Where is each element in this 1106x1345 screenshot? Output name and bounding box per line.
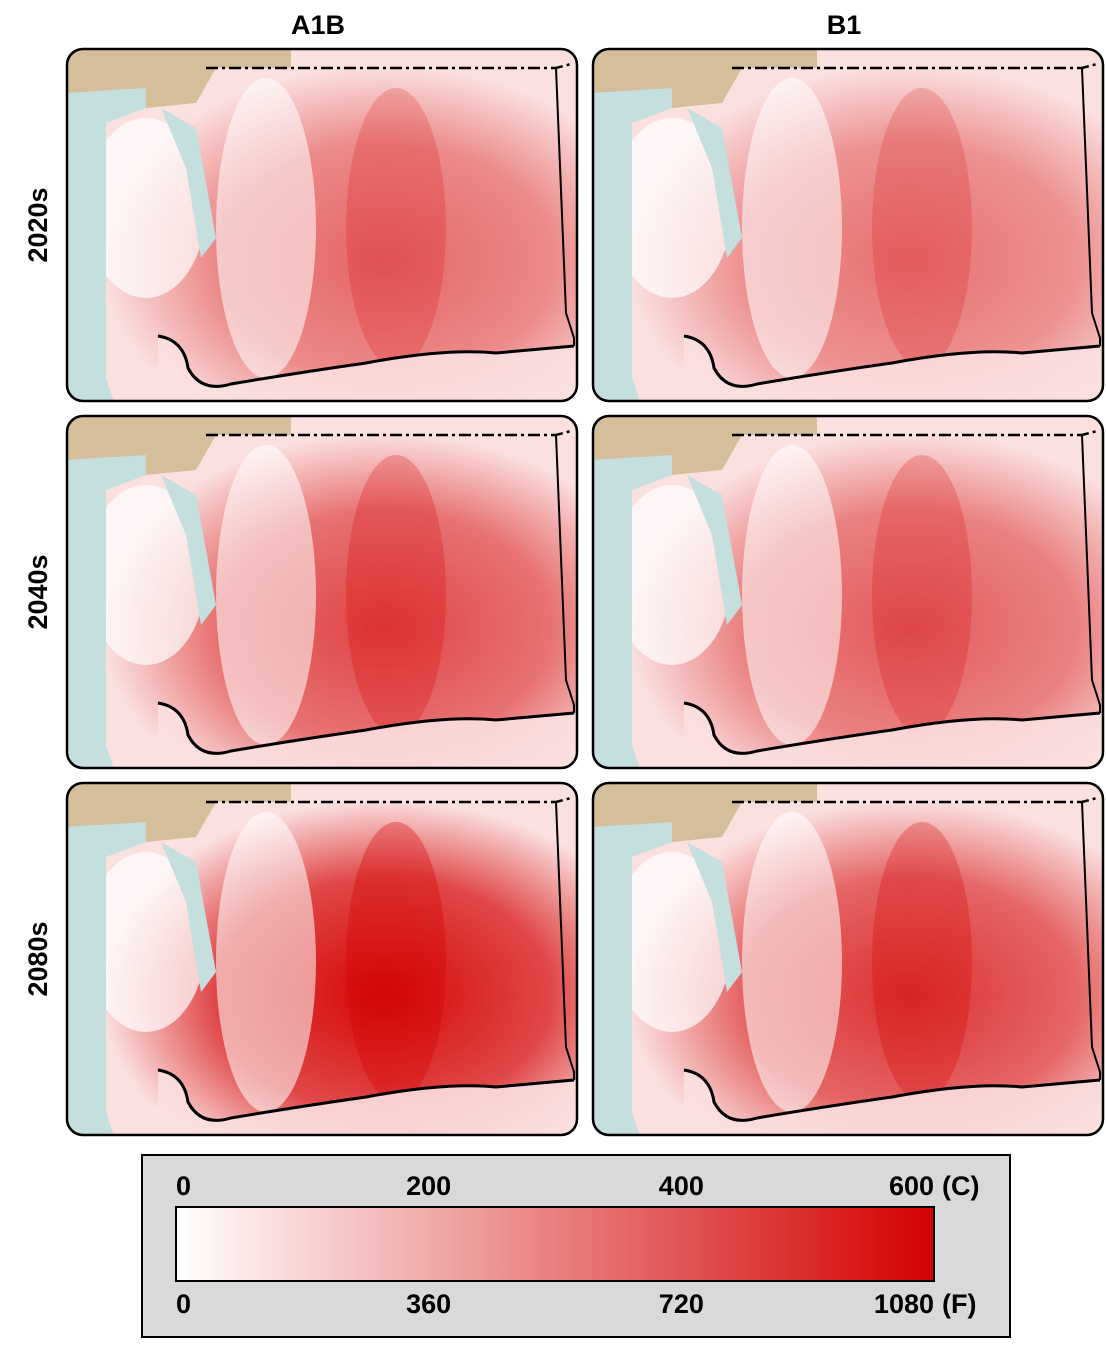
panel-frame xyxy=(65,414,579,770)
canada xyxy=(592,782,817,842)
water xyxy=(161,475,216,625)
map-panel xyxy=(65,47,579,403)
heat xyxy=(872,88,972,368)
colorbar-tick-label: 360 xyxy=(406,1289,451,1319)
canada xyxy=(592,415,817,475)
unit-label: (C) xyxy=(942,1171,979,1201)
border xyxy=(555,67,575,346)
water xyxy=(66,415,146,769)
border xyxy=(157,701,575,755)
heat xyxy=(346,822,446,1102)
water xyxy=(687,842,742,992)
water xyxy=(161,108,216,258)
colorbar-tick-label: 0 xyxy=(176,1171,191,1201)
heat xyxy=(612,118,732,298)
colorbar xyxy=(175,1206,935,1282)
panel-frame xyxy=(65,781,579,1137)
colorbar-tick-label: 0 xyxy=(176,1289,191,1319)
canada xyxy=(592,48,817,108)
heat xyxy=(86,485,206,665)
heat xyxy=(872,822,972,1102)
colorbar-tick-label: 600 xyxy=(889,1171,934,1201)
canada xyxy=(66,48,291,108)
heat xyxy=(216,78,316,378)
water xyxy=(66,782,146,1136)
heat xyxy=(742,812,842,1112)
border xyxy=(1081,434,1101,713)
heat xyxy=(346,455,446,735)
border xyxy=(683,334,1101,388)
canada xyxy=(66,415,291,475)
heat xyxy=(216,812,316,1112)
heat xyxy=(612,852,732,1032)
water xyxy=(592,782,672,1136)
panel-frame xyxy=(591,781,1105,1137)
column-header: B1 xyxy=(827,10,862,40)
heat xyxy=(742,78,842,378)
water xyxy=(592,415,672,769)
colorbar-tick-label: 200 xyxy=(406,1171,451,1201)
border xyxy=(157,334,575,388)
heat xyxy=(86,852,206,1032)
unit-label: (F) xyxy=(942,1289,976,1319)
border xyxy=(555,801,575,1080)
water xyxy=(687,108,742,258)
heat xyxy=(742,445,842,745)
water xyxy=(66,48,146,402)
water xyxy=(161,842,216,992)
panel-frame xyxy=(591,414,1105,770)
map-panel xyxy=(591,414,1105,770)
colorbar-tick-label: 1080 xyxy=(874,1289,934,1319)
heat xyxy=(612,485,732,665)
canada xyxy=(66,782,291,842)
border xyxy=(555,434,575,713)
border xyxy=(683,701,1101,755)
heat xyxy=(346,88,446,368)
map-panel xyxy=(65,781,579,1137)
colorbar-tick-label: 400 xyxy=(659,1171,704,1201)
panel-frame xyxy=(65,47,579,403)
row-label: 2040s xyxy=(23,554,53,629)
heat xyxy=(86,118,206,298)
colorbar-tick-label: 720 xyxy=(659,1289,704,1319)
water xyxy=(687,475,742,625)
water xyxy=(592,48,672,402)
column-header: A1B xyxy=(291,10,345,40)
panel-frame xyxy=(591,47,1105,403)
row-label: 2020s xyxy=(23,187,53,262)
map-panel xyxy=(591,781,1105,1137)
heat xyxy=(216,445,316,745)
map-panel xyxy=(65,414,579,770)
row-label: 2080s xyxy=(23,921,53,996)
border xyxy=(157,1068,575,1122)
border xyxy=(683,1068,1101,1122)
border xyxy=(1081,67,1101,346)
heat xyxy=(872,455,972,735)
border xyxy=(1081,801,1101,1080)
map-panel xyxy=(591,47,1105,403)
